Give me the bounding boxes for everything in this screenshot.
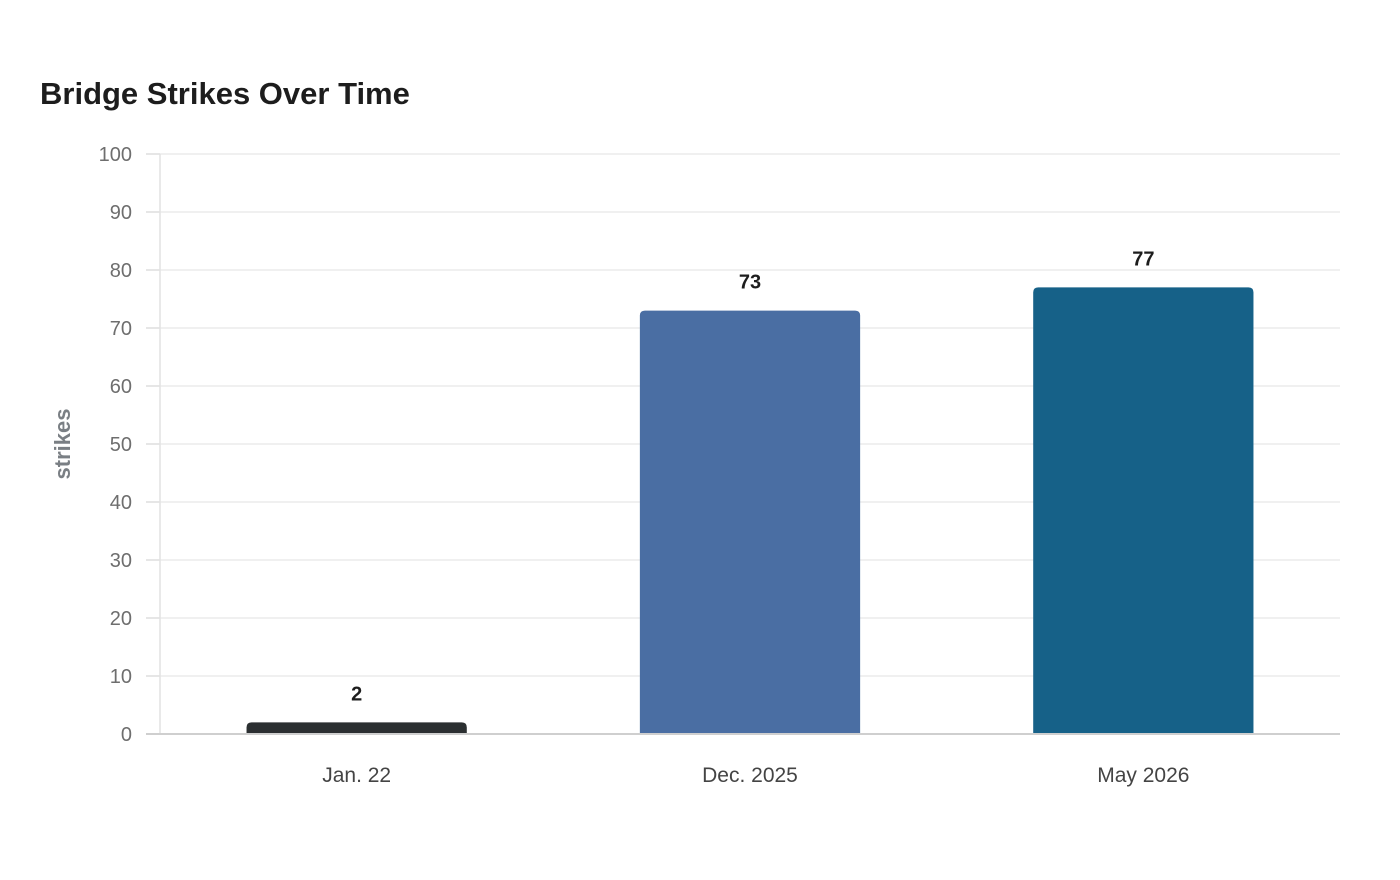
y-tick-label: 30 (110, 550, 132, 572)
labels: 0 10 20 30 40 50 60 70 80 90 100 2 Jan. 22 73 Dec. 202… (99, 144, 1340, 787)
y-tick-label: 50 (110, 434, 132, 456)
x-category-label: Dec. 2025 (702, 764, 798, 787)
y-tick-label: 60 (110, 376, 132, 398)
axes (146, 153, 161, 735)
y-tick-label: 10 (110, 666, 132, 688)
chart-title: Bridge Strikes Over Time (40, 76, 410, 111)
bar-may-2026 (1033, 287, 1254, 734)
bar-dec-2025 (639, 310, 861, 734)
y-tick-label: 70 (110, 318, 132, 340)
x-category-label: Jan. 22 (322, 764, 391, 787)
y-tick-label: 20 (110, 608, 132, 630)
y-axis-title: strikes (50, 409, 75, 480)
y-tick-label: 0 (121, 724, 132, 746)
y-tick-label: 90 (110, 202, 132, 224)
bar-jan-22 (246, 722, 467, 734)
x-category-label: May 2026 (1097, 764, 1189, 787)
y-tick-label: 40 (110, 492, 132, 514)
y-tick-label: 80 (110, 260, 132, 282)
bars (246, 287, 1254, 734)
bar-value-label: 77 (1132, 248, 1154, 270)
bar-value-label: 73 (739, 272, 761, 294)
bar-value-label: 2 (351, 683, 362, 705)
y-tick-label: 100 (99, 144, 132, 166)
